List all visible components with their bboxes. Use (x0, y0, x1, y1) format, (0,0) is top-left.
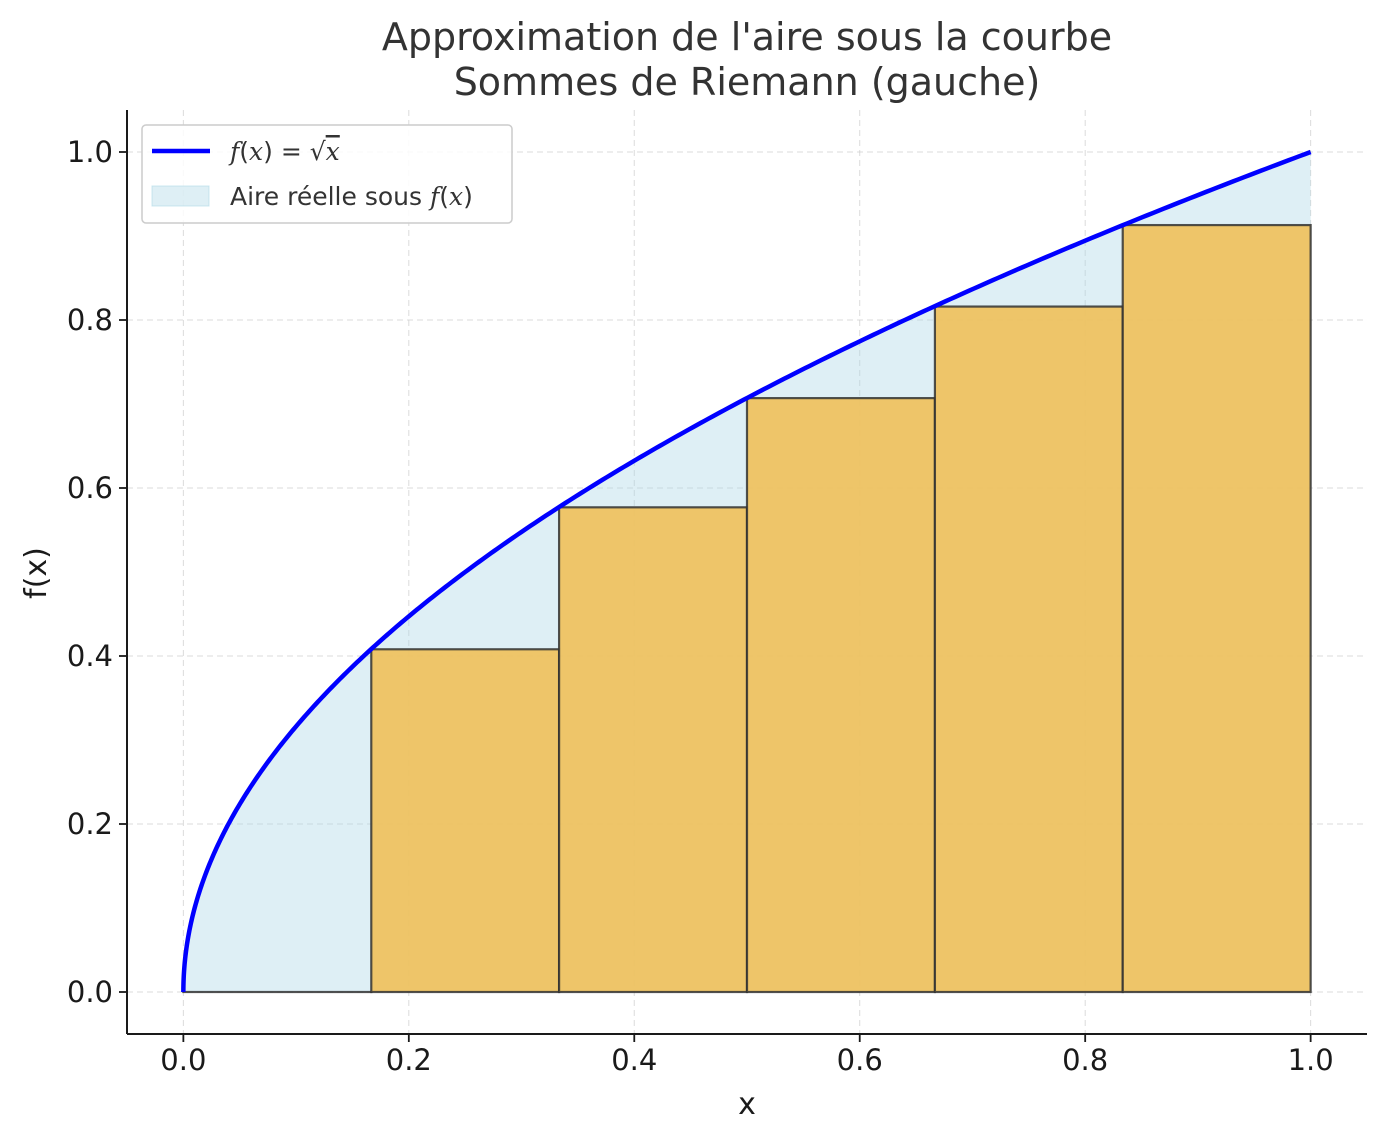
riemann-rect-3 (745, 397, 937, 994)
riemann-rectangles (182, 223, 1312, 994)
x-tick-label-4: 0.8 (1062, 1043, 1108, 1077)
x-axis-ticks: 0.0 0.2 0.4 0.6 0.8 1.0 (160, 1034, 1334, 1077)
y-tick-label-4: 0.8 (67, 303, 113, 337)
riemann-rect-2 (557, 506, 749, 994)
y-tick-label-0: 0.0 (67, 975, 113, 1009)
legend: f(x) = √x Aire réelle sous f(x) (141, 124, 513, 224)
legend-label-function: f(x) = √x (228, 137, 340, 166)
legend-box (141, 124, 513, 224)
legend-x: x (249, 137, 263, 166)
riemann-rect-1 (370, 648, 561, 994)
x-tick-label-2: 0.4 (611, 1043, 657, 1077)
legend-area-x: x (449, 182, 463, 211)
legend-label-area: Aire réelle sous f(x) (230, 182, 473, 211)
chart-subtitle: Sommes de Riemann (gauche) (454, 60, 1041, 104)
x-tick-label-5: 1.0 (1288, 1043, 1334, 1077)
legend-area-paren-open: ( (439, 182, 449, 211)
axes (126, 110, 1367, 1035)
chart-title: Approximation de l'aire sous la courbe (382, 15, 1112, 59)
y-tick-label-2: 0.4 (67, 639, 113, 673)
y-axis-ticks: 0.0 0.2 0.4 0.6 0.8 1.0 (67, 135, 127, 1009)
x-tick-label-3: 0.6 (837, 1043, 883, 1077)
legend-radicand: x (326, 137, 340, 166)
x-tick-label-0: 0.0 (160, 1043, 206, 1077)
legend-eq-sqrt: ) = √ (263, 137, 326, 166)
y-tick-label-1: 0.2 (67, 807, 113, 841)
x-axis-label: x (738, 1087, 756, 1122)
sqrt-curve (181, 149, 1312, 993)
legend-area-paren-close: ) (463, 182, 473, 211)
y-tick-label-5: 1.0 (67, 135, 113, 169)
y-axis-label: f(x) (19, 547, 54, 599)
riemann-rect-5 (1121, 223, 1312, 994)
legend-paren-open: ( (239, 137, 249, 166)
x-tick-label-1: 0.2 (386, 1043, 432, 1077)
legend-f: f (228, 137, 243, 166)
legend-area-swatch (151, 185, 210, 207)
y-tick-label-3: 0.6 (67, 471, 113, 505)
riemann-rect-4 (933, 305, 1124, 994)
legend-area-text: Aire réelle sous (230, 182, 430, 211)
legend-area-f: f (428, 182, 443, 211)
